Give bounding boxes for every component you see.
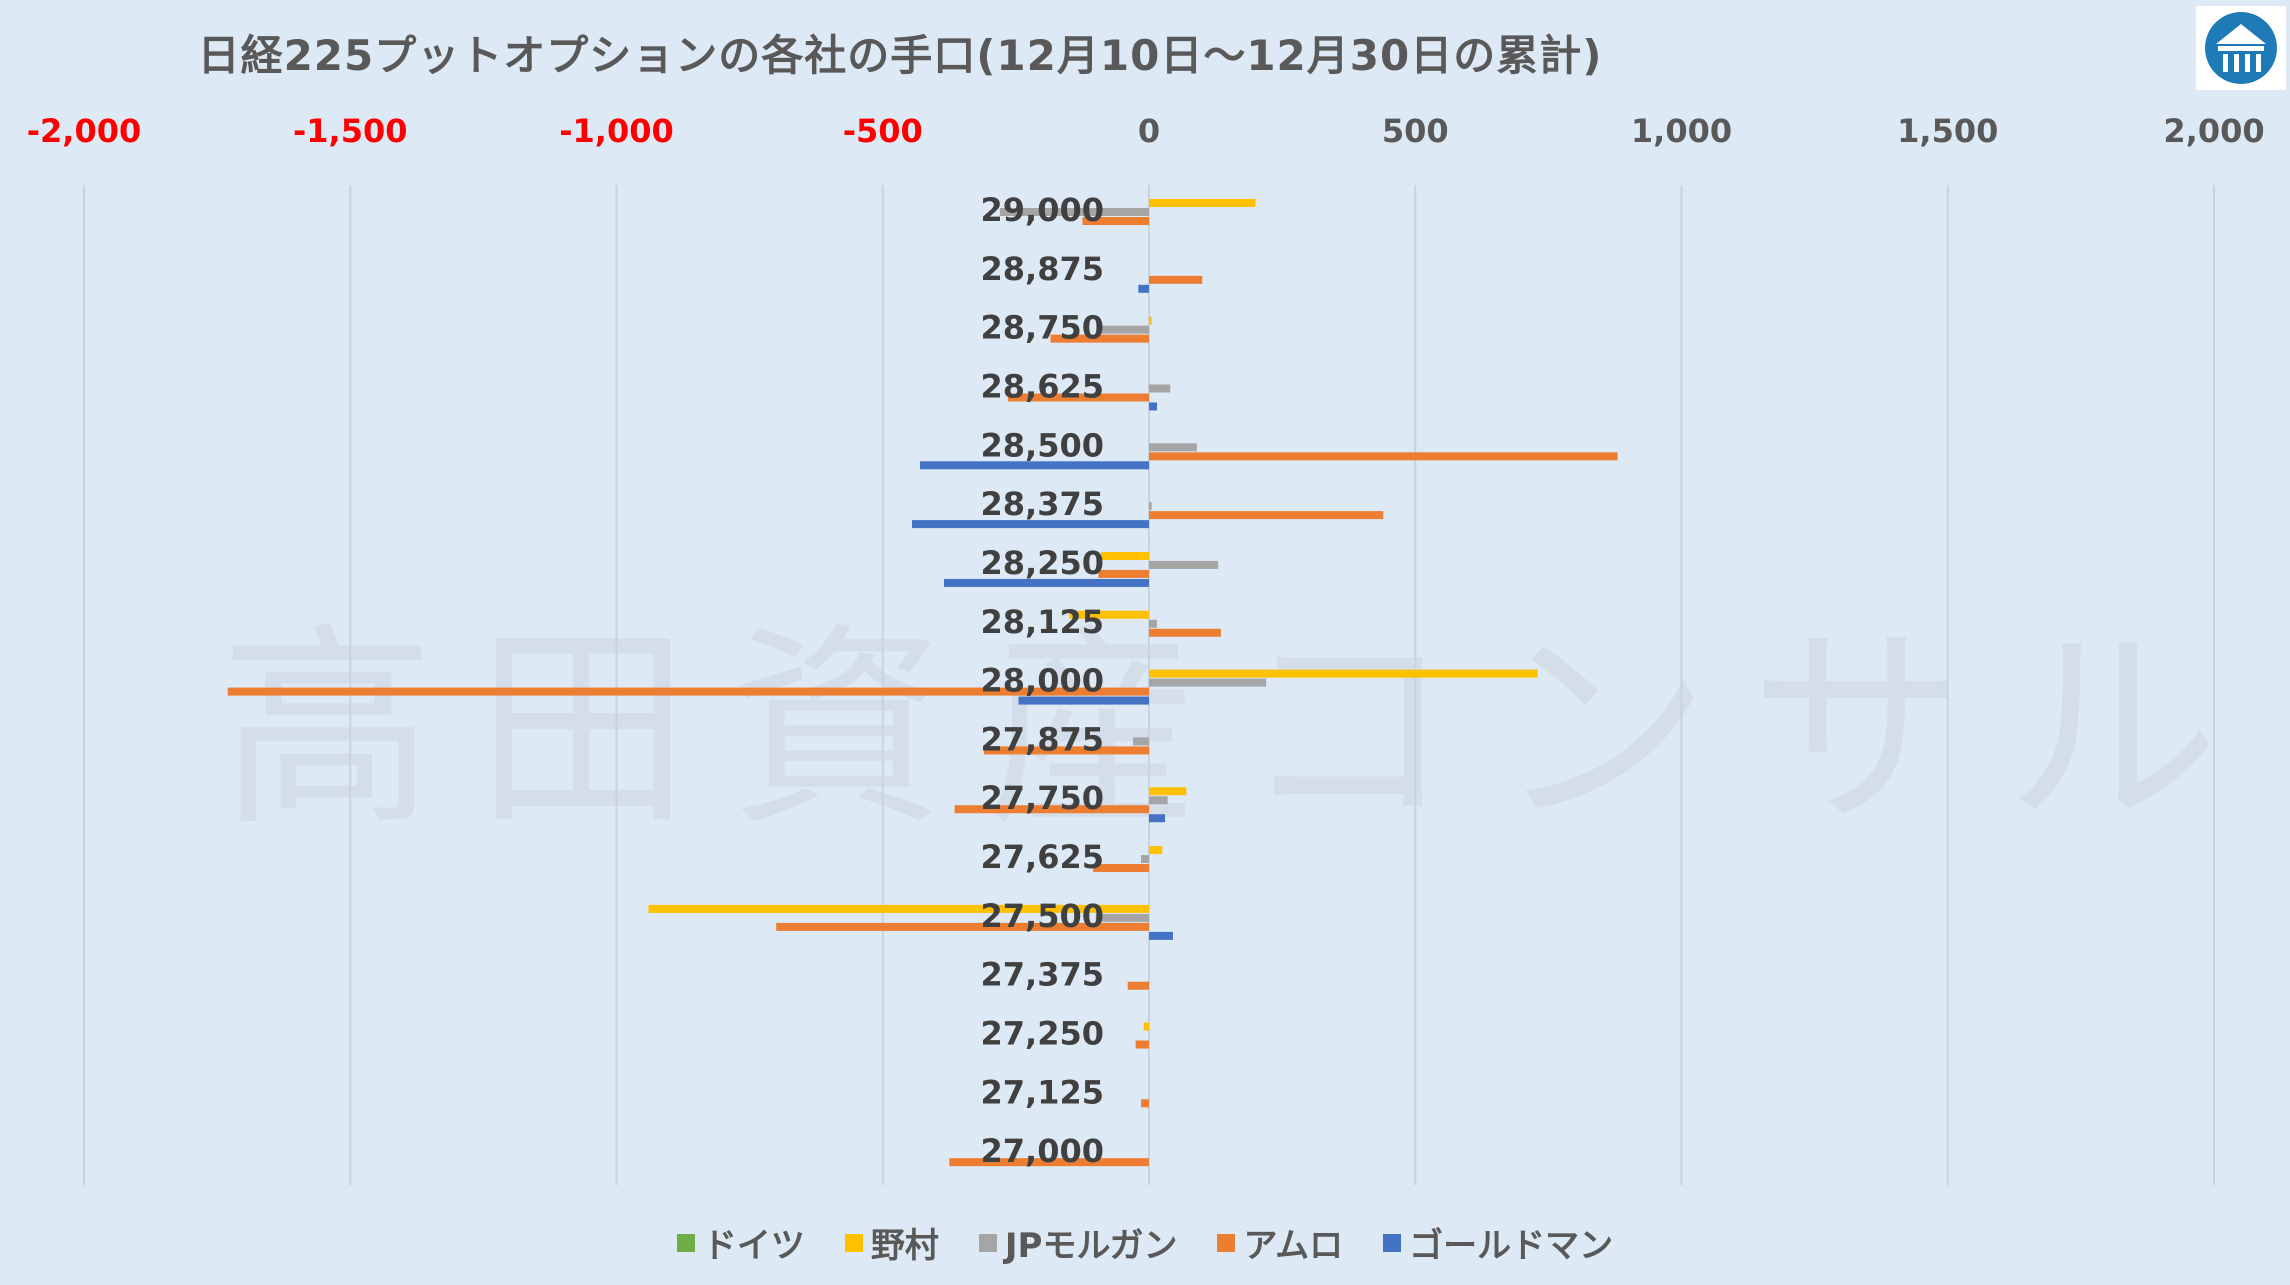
category-label: 28,000 bbox=[981, 662, 1104, 700]
bar-ゴールドマン bbox=[1138, 284, 1149, 293]
bar-野村 bbox=[648, 904, 1149, 913]
bar-ゴールドマン bbox=[912, 520, 1149, 529]
x-tick-label: 1,000 bbox=[1631, 112, 1732, 150]
chart-legend: ドイツ 野村 JPモルガン アムロ ゴールドマン bbox=[0, 1218, 2290, 1267]
legend-item: アムロ bbox=[1217, 1218, 1343, 1267]
category-label: 28,250 bbox=[981, 544, 1104, 582]
category-label: 27,250 bbox=[981, 1015, 1104, 1053]
category-label: 27,875 bbox=[981, 720, 1104, 758]
x-tick-label: 1,500 bbox=[1897, 112, 1998, 150]
legend-label: ゴールドマン bbox=[1409, 1226, 1614, 1266]
bar-アムロ bbox=[1127, 981, 1149, 990]
legend-item: ゴールドマン bbox=[1383, 1218, 1613, 1267]
bar-アムロ bbox=[1149, 628, 1221, 637]
category-label: 28,750 bbox=[981, 309, 1104, 347]
bar-JPモルガン bbox=[1149, 619, 1157, 628]
bar-ゴールドマン bbox=[1149, 931, 1173, 940]
bar-JPモルガン bbox=[1095, 913, 1149, 922]
bar-野村 bbox=[1143, 1022, 1149, 1031]
bar-野村 bbox=[1149, 787, 1187, 796]
category-label: 27,500 bbox=[981, 897, 1104, 935]
bar-ゴールドマン bbox=[943, 578, 1149, 587]
building-logo-icon bbox=[2196, 6, 2286, 90]
legend-item: JPモルガン bbox=[978, 1218, 1178, 1267]
legend-swatch bbox=[1217, 1233, 1236, 1252]
bar-アムロ bbox=[776, 922, 1149, 931]
legend-swatch bbox=[978, 1233, 997, 1252]
category-label: 27,750 bbox=[981, 779, 1104, 817]
x-tick-label: -1,000 bbox=[559, 112, 674, 150]
legend-label: ドイツ bbox=[702, 1226, 805, 1266]
bar-アムロ bbox=[949, 1158, 1149, 1167]
legend-label: アムロ bbox=[1243, 1226, 1344, 1266]
bar-chart: -2,000 -1,500 -1,000 -500 0 500 1,000 1,500 2,00… bbox=[27, 112, 2265, 1185]
legend-swatch bbox=[676, 1233, 695, 1252]
category-label: 28,375 bbox=[981, 485, 1104, 523]
bar-JPモルガン bbox=[1149, 796, 1168, 805]
bar-野村 bbox=[1069, 610, 1149, 619]
bar-JPモルガン bbox=[1149, 502, 1152, 511]
bar-アムロ bbox=[1007, 393, 1149, 402]
category-label: 28,125 bbox=[981, 603, 1104, 641]
x-tick-label: -500 bbox=[843, 112, 923, 150]
legend-label: 野村 bbox=[870, 1226, 939, 1266]
bar-アムロ bbox=[1082, 217, 1149, 225]
category-label: 27,375 bbox=[981, 956, 1104, 994]
bar-アムロ bbox=[1149, 452, 1618, 461]
bar-JPモルガン bbox=[1149, 384, 1171, 393]
bar-アムロ bbox=[983, 746, 1149, 755]
bar-JPモルガン bbox=[1149, 560, 1219, 569]
bar-ゴールドマン bbox=[1018, 696, 1149, 705]
bar-JPモルガン bbox=[1133, 737, 1149, 746]
category-label: 27,625 bbox=[981, 838, 1104, 876]
x-tick-label: 500 bbox=[1382, 112, 1449, 150]
bar-ゴールドマン bbox=[920, 461, 1149, 470]
bar-ゴールドマン bbox=[1149, 814, 1165, 823]
bar-アムロ bbox=[1135, 1040, 1149, 1049]
legend-swatch bbox=[844, 1233, 863, 1252]
bar-JPモルガン bbox=[999, 208, 1149, 216]
x-tick-label: -1,500 bbox=[293, 112, 408, 150]
legend-item: ドイツ bbox=[676, 1218, 805, 1267]
bar-アムロ bbox=[954, 805, 1149, 814]
x-tick-label: 0 bbox=[1138, 112, 1160, 150]
bar-アムロ bbox=[1141, 1099, 1149, 1108]
category-label: 28,500 bbox=[981, 426, 1104, 464]
watermark-text: 高田資産コンサル bbox=[220, 555, 2260, 866]
x-tick-label: 2,000 bbox=[2163, 112, 2264, 150]
category-label: 27,125 bbox=[981, 1073, 1104, 1111]
category-label: 29,000 bbox=[981, 191, 1104, 229]
bar-アムロ bbox=[1149, 275, 1203, 284]
bar-JPモルガン bbox=[1149, 678, 1267, 687]
bar-アムロ bbox=[1093, 864, 1149, 873]
legend-swatch bbox=[1383, 1233, 1402, 1252]
bar-アムロ bbox=[1149, 511, 1384, 520]
bar-ゴールドマン bbox=[1149, 402, 1157, 411]
bar-アムロ bbox=[227, 687, 1149, 696]
bar-アムロ bbox=[1050, 334, 1149, 343]
category-label: 27,000 bbox=[981, 1132, 1104, 1170]
bar-野村 bbox=[1149, 316, 1152, 325]
bar-アムロ bbox=[1098, 569, 1149, 578]
bar-野村 bbox=[1149, 199, 1256, 207]
bar-JPモルガン bbox=[1101, 325, 1149, 334]
bar-JPモルガン bbox=[1141, 855, 1149, 864]
category-label: 28,875 bbox=[981, 250, 1104, 288]
chart-title: 日経225プットオプションの各社の手口(12月10日～12月30日の累計) bbox=[197, 31, 1603, 80]
category-label: 28,625 bbox=[981, 367, 1104, 405]
bar-野村 bbox=[1101, 551, 1149, 560]
bar-野村 bbox=[1149, 846, 1163, 855]
bar-JPモルガン bbox=[1149, 443, 1197, 452]
legend-item: 野村 bbox=[844, 1218, 939, 1267]
bar-野村 bbox=[1149, 669, 1538, 678]
x-tick-label: -2,000 bbox=[27, 112, 142, 150]
legend-label: JPモルガン bbox=[1004, 1226, 1178, 1266]
